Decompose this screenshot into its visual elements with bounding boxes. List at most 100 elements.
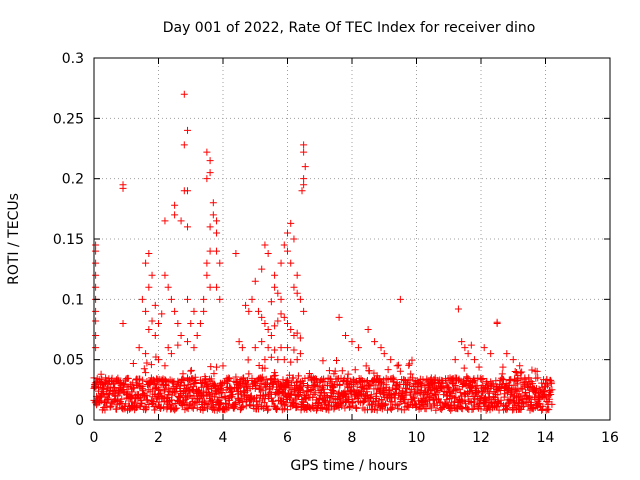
- data-point: [138, 400, 146, 408]
- data-point: [405, 381, 413, 389]
- data-point: [349, 383, 357, 391]
- data-point: [190, 307, 198, 315]
- data-point: [348, 338, 356, 346]
- data-point: [490, 395, 498, 403]
- data-point: [206, 283, 214, 291]
- data-point: [456, 389, 464, 397]
- data-point: [113, 405, 121, 413]
- data-point: [341, 404, 349, 412]
- data-point: [267, 353, 275, 361]
- data-point: [503, 350, 511, 358]
- data-point: [308, 385, 316, 393]
- data-point: [516, 362, 524, 370]
- data-point: [164, 344, 172, 352]
- data-point: [432, 406, 440, 414]
- data-point: [493, 402, 501, 410]
- data-point: [443, 383, 451, 391]
- data-point: [92, 241, 100, 249]
- data-point: [409, 393, 417, 401]
- data-point: [305, 369, 313, 377]
- data-point: [284, 406, 291, 414]
- data-point: [171, 211, 179, 219]
- data-point: [400, 396, 408, 404]
- data-point: [284, 319, 291, 327]
- data-point: [203, 271, 211, 279]
- data-point: [528, 366, 536, 374]
- data-point: [242, 301, 250, 309]
- data-point: [364, 326, 372, 333]
- data-point: [533, 367, 541, 375]
- data-point: [287, 326, 295, 333]
- data-point: [396, 295, 404, 303]
- data-point: [142, 406, 150, 414]
- data-point: [369, 376, 377, 384]
- data-point: [219, 362, 227, 370]
- data-point: [301, 163, 309, 171]
- data-point: [290, 283, 298, 291]
- data-point: [97, 370, 105, 378]
- data-point: [539, 402, 547, 410]
- data-point: [193, 332, 201, 340]
- data-point: [92, 332, 100, 340]
- data-point: [498, 370, 506, 378]
- data-point: [407, 370, 415, 378]
- data-point: [467, 383, 475, 391]
- data-point: [129, 359, 137, 367]
- data-point: [365, 367, 373, 375]
- data-point: [232, 373, 240, 381]
- data-point: [161, 386, 169, 394]
- data-point: [198, 383, 206, 391]
- data-point: [144, 396, 152, 404]
- data-point: [351, 366, 359, 374]
- data-point: [331, 367, 339, 375]
- data-point: [155, 398, 163, 406]
- data-point: [274, 317, 282, 325]
- data-point: [376, 375, 384, 383]
- data-point: [436, 399, 444, 407]
- data-point: [244, 356, 252, 364]
- data-point: [311, 374, 319, 382]
- data-point: [383, 406, 391, 414]
- data-point: [196, 319, 204, 327]
- data-point: [184, 187, 192, 195]
- data-point: [160, 404, 168, 412]
- data-point: [394, 405, 402, 413]
- data-point: [143, 359, 151, 367]
- x-tick-label: 16: [601, 430, 619, 446]
- data-point: [248, 295, 256, 303]
- data-point: [259, 376, 267, 384]
- data-point: [284, 247, 291, 255]
- data-point: [207, 375, 215, 383]
- data-point: [164, 283, 172, 291]
- y-tick-label: 0.2: [62, 172, 84, 188]
- data-point: [271, 376, 279, 384]
- data-point: [129, 379, 137, 387]
- data-point: [274, 377, 282, 385]
- data-point: [95, 384, 103, 392]
- data-point: [494, 391, 502, 399]
- data-point: [321, 378, 329, 386]
- data-point: [464, 350, 472, 358]
- data-point: [156, 405, 164, 413]
- data-point: [191, 400, 199, 408]
- data-point: [271, 283, 279, 291]
- data-point: [294, 372, 302, 380]
- data-point: [405, 360, 413, 368]
- data-point: [425, 393, 433, 401]
- data-point: [124, 374, 132, 382]
- axes: 0 2 4 6 8 10 12 14 16 0 0.05 0.1 0.15 0.2 0.25 0.3: [53, 51, 619, 446]
- data-point: [287, 259, 295, 267]
- data-point: [382, 401, 390, 409]
- data-point: [458, 338, 466, 346]
- data-point: [476, 399, 484, 407]
- data-point: [427, 404, 435, 412]
- data-point: [116, 399, 124, 407]
- data-point: [327, 394, 335, 402]
- data-point: [545, 406, 553, 414]
- data-point: [151, 332, 159, 340]
- data-point: [293, 356, 301, 364]
- data-point: [442, 379, 450, 387]
- data-point: [346, 387, 354, 395]
- data-point: [161, 362, 169, 370]
- data-point: [187, 366, 195, 374]
